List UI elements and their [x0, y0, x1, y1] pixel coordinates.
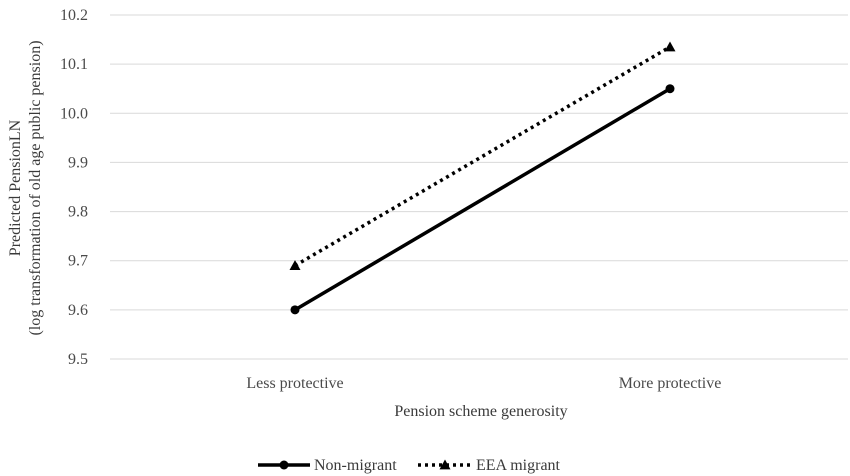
x-tick-label: Less protective — [246, 375, 343, 392]
series-eea-migrant — [289, 41, 676, 271]
y-tick-label: 10.2 — [60, 7, 88, 24]
legend-marker — [279, 460, 289, 470]
y-tick-label: 9.7 — [68, 253, 88, 270]
y-tick-label: 10.0 — [60, 105, 88, 122]
gridlines — [110, 14, 848, 360]
y-axis-title-line-2: (log transformation of old age public pe… — [27, 40, 44, 335]
legend-marker — [439, 459, 451, 470]
legend-item-non-migrant: Non-migrant — [258, 457, 397, 474]
y-tick-label: 9.9 — [68, 154, 88, 171]
legend-label: Non-migrant — [314, 457, 397, 474]
x-axis-title: Pension scheme generosity — [394, 403, 567, 420]
y-axis-ticks: 9.5 9.6 9.7 9.8 9.9 10.0 10.1 10.2 — [60, 7, 88, 368]
data-point-eea-migrant — [664, 41, 676, 52]
y-tick-label: 9.5 — [68, 351, 88, 368]
series-line-non-migrant — [294, 87, 671, 312]
y-axis-title-line-1: Predicted PensionLN — [7, 119, 24, 256]
y-tick-label: 9.8 — [68, 204, 88, 221]
y-tick-label: 9.6 — [68, 302, 88, 319]
data-point-non-migrant — [665, 84, 675, 94]
x-tick-label: More protective — [619, 375, 722, 392]
legend-item-eea-migrant: EEA migrant — [418, 457, 561, 474]
legend: Non-migrant EEA migrant — [258, 457, 561, 474]
series-non-migrant — [290, 84, 675, 315]
series-line-eea-migrant — [294, 45, 671, 268]
series-group — [289, 41, 676, 315]
x-axis-ticks: Less protective More protective — [246, 375, 721, 392]
data-point-eea-migrant — [289, 260, 301, 271]
y-tick-label: 10.1 — [60, 56, 88, 73]
data-point-non-migrant — [290, 305, 300, 315]
legend-label: EEA migrant — [476, 457, 561, 474]
